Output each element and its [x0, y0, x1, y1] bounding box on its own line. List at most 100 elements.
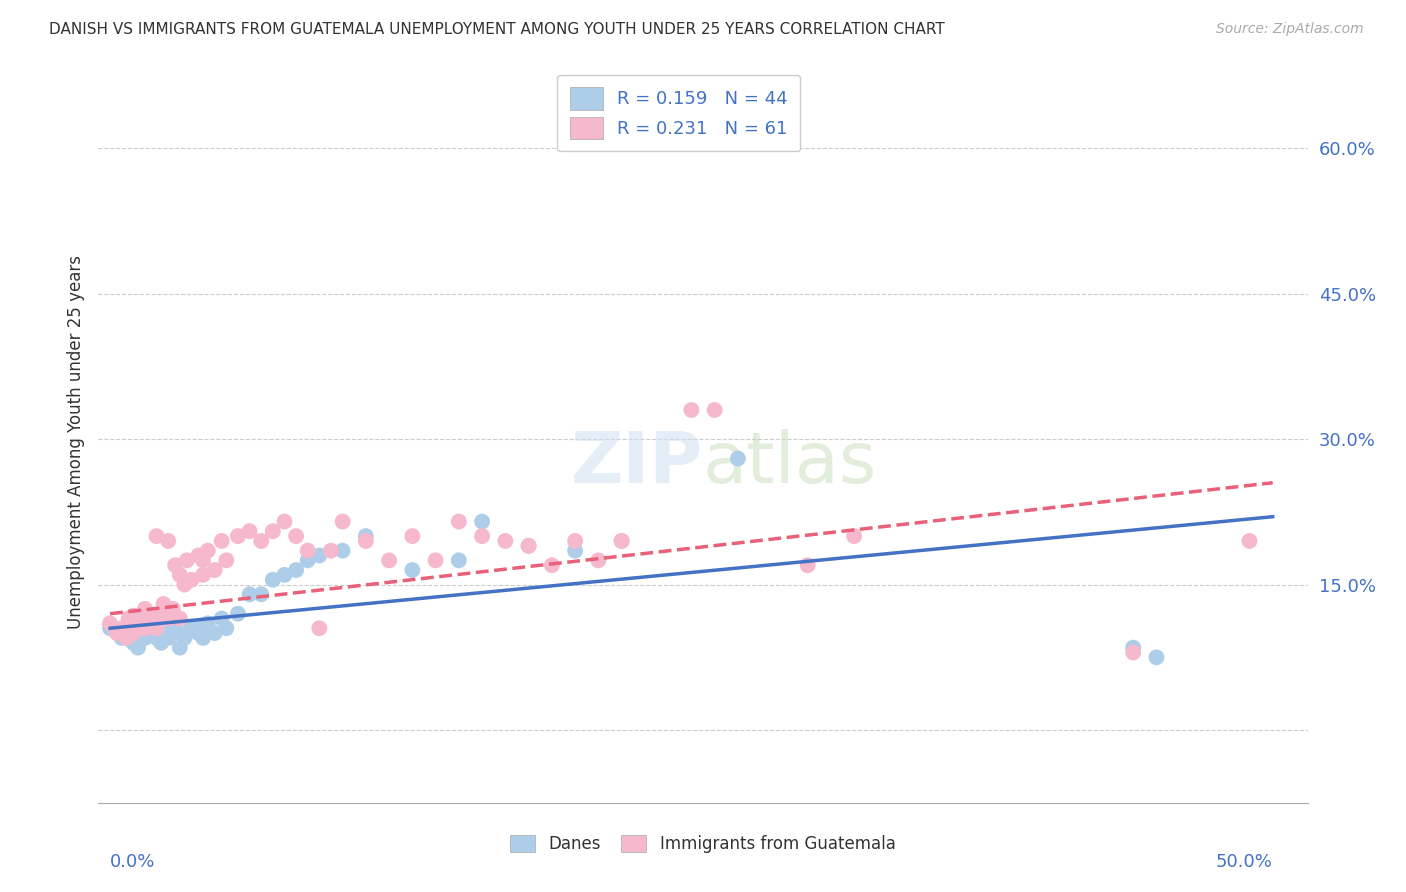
Point	[204, 626, 226, 640]
Point	[122, 626, 145, 640]
Point	[129, 611, 152, 625]
Point	[319, 543, 342, 558]
Point	[98, 621, 121, 635]
Point	[378, 553, 401, 567]
Point	[134, 602, 156, 616]
Point	[332, 515, 354, 529]
Point	[187, 549, 209, 563]
Point	[169, 567, 191, 582]
Point	[564, 533, 586, 548]
Point	[197, 616, 219, 631]
Text: Source: ZipAtlas.com: Source: ZipAtlas.com	[1216, 22, 1364, 37]
Point	[517, 539, 540, 553]
Point	[134, 616, 156, 631]
Point	[180, 621, 202, 635]
Point	[239, 587, 262, 601]
Point	[211, 533, 233, 548]
Point	[115, 631, 138, 645]
Point	[354, 533, 377, 548]
Point	[169, 640, 191, 655]
Point	[134, 621, 156, 635]
Point	[211, 611, 233, 625]
Point	[285, 529, 308, 543]
Point	[118, 611, 141, 625]
Point	[197, 543, 219, 558]
Point	[127, 640, 149, 655]
Point	[127, 618, 149, 632]
Point	[273, 515, 295, 529]
Point	[191, 553, 214, 567]
Point	[169, 611, 191, 625]
Point	[134, 631, 156, 645]
Text: DANISH VS IMMIGRANTS FROM GUATEMALA UNEMPLOYMENT AMONG YOUTH UNDER 25 YEARS CORR: DANISH VS IMMIGRANTS FROM GUATEMALA UNEM…	[49, 22, 945, 37]
Point	[191, 567, 214, 582]
Point	[191, 618, 214, 632]
Point	[122, 636, 145, 650]
Text: ZIP: ZIP	[571, 429, 703, 498]
Point	[447, 553, 470, 567]
Point	[1122, 640, 1144, 655]
Point	[98, 616, 121, 631]
Point	[122, 626, 145, 640]
Point	[1144, 650, 1167, 665]
Point	[564, 543, 586, 558]
Point	[401, 529, 423, 543]
Point	[187, 626, 209, 640]
Y-axis label: Unemployment Among Youth under 25 years: Unemployment Among Youth under 25 years	[66, 254, 84, 629]
Point	[176, 553, 198, 567]
Point	[540, 558, 562, 573]
Point	[447, 515, 470, 529]
Point	[157, 631, 180, 645]
Point	[517, 539, 540, 553]
Point	[173, 631, 195, 645]
Point	[250, 587, 273, 601]
Point	[215, 553, 238, 567]
Text: atlas: atlas	[703, 429, 877, 498]
Point	[1122, 645, 1144, 659]
Point	[262, 573, 284, 587]
Point	[681, 403, 703, 417]
Point	[105, 626, 128, 640]
Point	[180, 573, 202, 587]
Point	[273, 567, 295, 582]
Point	[138, 616, 160, 631]
Point	[610, 533, 633, 548]
Point	[610, 533, 633, 548]
Point	[157, 533, 180, 548]
Point	[162, 618, 184, 632]
Point	[122, 608, 145, 623]
Point	[239, 524, 262, 539]
Point	[401, 563, 423, 577]
Point	[165, 558, 187, 573]
Point	[226, 529, 249, 543]
Point	[145, 529, 167, 543]
Point	[471, 529, 494, 543]
Point	[141, 611, 163, 625]
Point	[226, 607, 249, 621]
Point	[111, 631, 134, 645]
Point	[152, 597, 174, 611]
Point	[354, 529, 377, 543]
Point	[727, 121, 749, 136]
Point	[796, 558, 818, 573]
Point	[297, 553, 319, 567]
Point	[169, 626, 191, 640]
Point	[138, 626, 160, 640]
Point	[297, 543, 319, 558]
Point	[308, 549, 330, 563]
Point	[204, 563, 226, 577]
Point	[494, 533, 516, 548]
Point	[703, 403, 725, 417]
Point	[588, 553, 610, 567]
Point	[308, 621, 330, 635]
Text: 50.0%: 50.0%	[1216, 854, 1272, 871]
Point	[150, 636, 173, 650]
Point	[162, 602, 184, 616]
Point	[285, 563, 308, 577]
Point	[111, 621, 134, 635]
Point	[173, 577, 195, 591]
Point	[332, 543, 354, 558]
Point	[191, 631, 214, 645]
Point	[425, 553, 447, 567]
Point	[250, 533, 273, 548]
